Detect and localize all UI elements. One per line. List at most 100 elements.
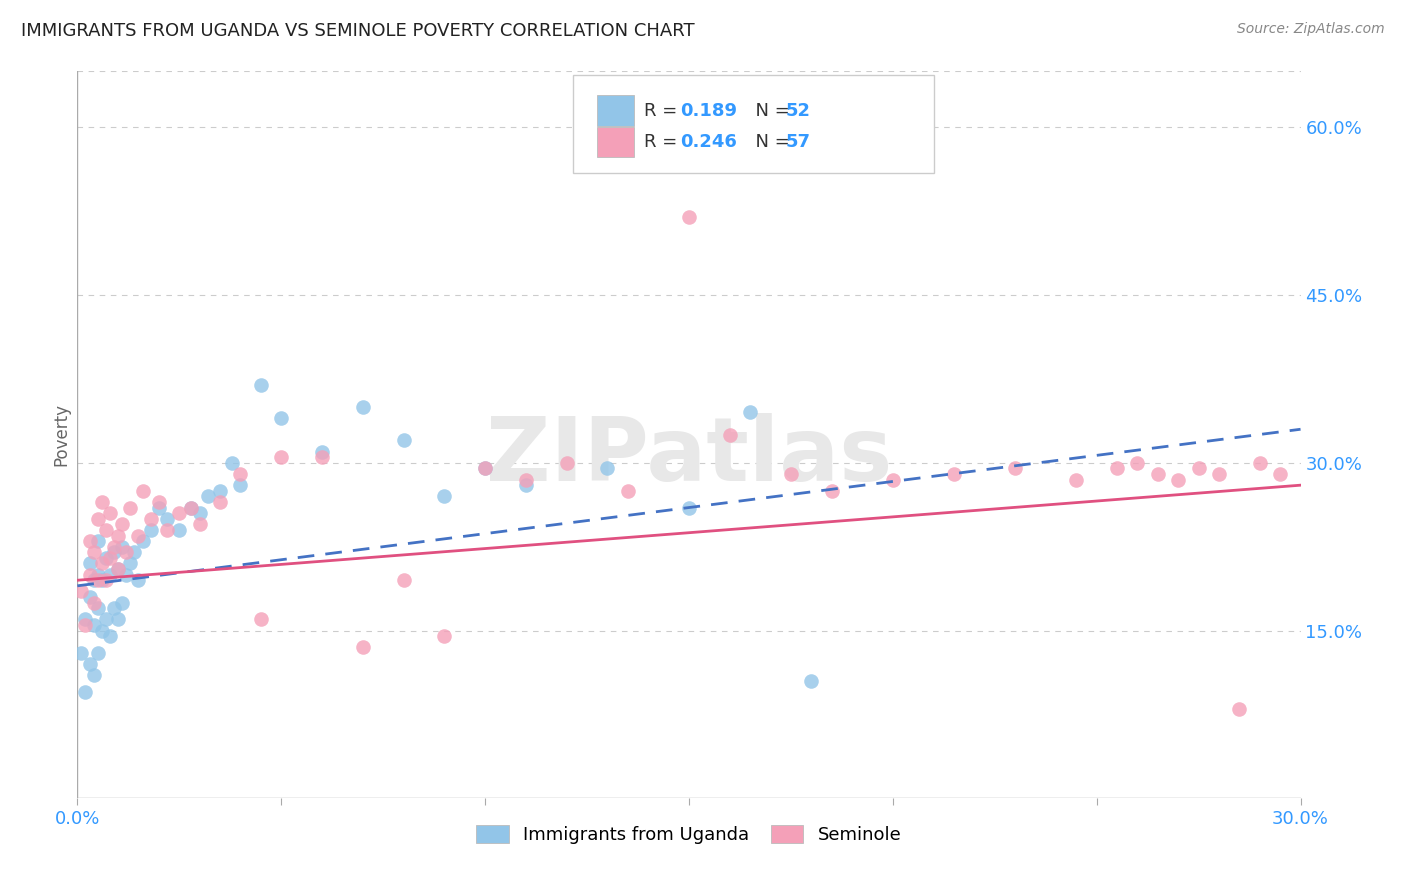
Point [107,528,129,542]
Point [94,523,117,537]
Point [90,557,112,571]
Point [229,467,252,481]
Point [250,377,273,392]
Point [197,489,219,503]
Point [678,210,700,224]
Point [1268,467,1291,481]
Point [800,673,823,688]
Text: 0.246: 0.246 [681,133,737,151]
Text: 0.189: 0.189 [681,102,737,120]
Point [169,523,191,537]
Point [740,405,762,419]
Point [229,478,252,492]
Text: 57: 57 [786,133,811,151]
Point [115,545,138,559]
Point [270,411,292,425]
Point [87,567,110,582]
Point [98,567,121,582]
Point [79,557,101,571]
Point [250,612,273,626]
Point [94,574,117,588]
Text: R =: R = [644,133,683,151]
Text: N =: N = [744,133,796,151]
Point [70,584,93,599]
Point [148,495,170,509]
Point [131,534,153,549]
Point [79,590,101,604]
Point [127,574,149,588]
Point [90,574,112,588]
Point [107,612,129,626]
Point [392,574,415,588]
Point [474,461,496,475]
Point [515,473,537,487]
Point [1249,456,1271,470]
Point [678,500,700,515]
Point [111,596,134,610]
Point [180,500,202,515]
Point [87,646,110,660]
Point [180,500,202,515]
Point [942,467,965,481]
Point [90,624,112,638]
Point [75,612,97,626]
Point [120,557,142,571]
Text: N =: N = [744,102,796,120]
Point [433,489,456,503]
Legend: Immigrants from Uganda, Seminole: Immigrants from Uganda, Seminole [470,817,908,851]
Text: R =: R = [644,102,683,120]
Point [98,506,121,520]
Text: 52: 52 [786,102,811,120]
Point [1229,702,1251,716]
Point [433,629,456,643]
Point [515,478,537,492]
Point [139,512,162,526]
Point [83,668,105,682]
Point [83,545,105,559]
Point [103,601,125,615]
Point [79,534,101,549]
Point [311,450,333,465]
FancyBboxPatch shape [598,127,634,157]
Point [779,467,801,481]
Point [103,540,125,554]
Point [188,517,211,532]
Point [83,618,105,632]
Point [882,473,904,487]
Point [156,512,179,526]
Point [120,500,142,515]
Point [1208,467,1230,481]
Point [1147,467,1170,481]
Point [115,567,138,582]
Point [169,506,191,520]
Point [90,495,112,509]
Point [107,562,129,576]
Point [139,523,162,537]
Point [311,444,333,458]
Text: Source: ZipAtlas.com: Source: ZipAtlas.com [1237,22,1385,37]
Point [208,495,231,509]
Point [352,640,374,655]
Point [87,512,110,526]
Point [392,434,415,448]
Text: ZIPatlas: ZIPatlas [486,413,891,500]
Point [94,612,117,626]
FancyBboxPatch shape [572,75,934,173]
FancyBboxPatch shape [598,95,634,126]
Point [156,523,179,537]
Point [208,483,231,498]
Point [107,562,129,576]
Point [124,545,146,559]
Point [474,461,496,475]
Point [1066,473,1088,487]
Point [555,456,578,470]
Point [83,596,105,610]
Point [221,456,243,470]
Point [75,685,97,699]
Point [617,483,640,498]
Point [103,545,125,559]
Point [98,550,121,565]
Point [98,629,121,643]
Point [1107,461,1129,475]
Point [1004,461,1026,475]
